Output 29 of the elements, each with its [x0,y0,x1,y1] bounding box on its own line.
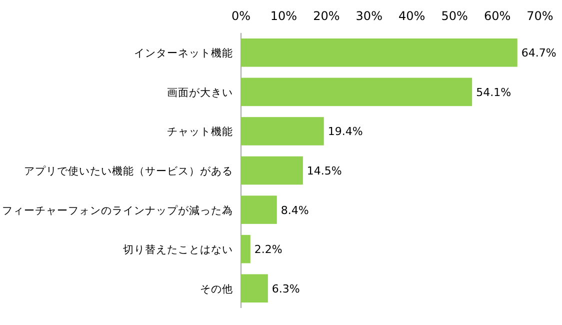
x-tick-label: 0% [231,9,251,23]
x-tick-label: 20% [313,9,340,23]
x-tick-label: 10% [270,9,298,23]
bar [241,117,324,146]
data-label: 8.4% [280,204,309,217]
bar [241,274,268,302]
data-label: 54.1% [476,86,512,99]
y-tick-label: その他 [200,283,233,296]
data-label: 14.5% [306,164,342,178]
y-tick-label: 画面が大きい [167,86,233,99]
data-label: 6.3% [272,282,300,296]
bar [241,78,472,106]
x-tick-label: 60% [484,9,511,23]
y-tick-label: インターネット機能 [134,46,233,60]
x-tick-label: 50% [441,9,468,23]
y-tick-label: フィーチャーフォンのラインナップが減った為 [2,204,233,217]
y-tick-label: 切り替えたことはない [123,243,233,256]
bar [241,38,518,67]
bar [241,156,303,185]
x-tick-label: 30% [356,9,382,23]
x-tick-label: 70% [526,9,554,23]
bar [241,234,250,264]
data-label: 2.2% [254,243,282,256]
bar [241,196,277,224]
data-label: 64.7% [521,46,556,60]
y-tick-label: チャット機能 [167,125,233,138]
x-tick-label: 40% [398,9,426,23]
data-label: 19.4% [328,125,363,138]
y-tick-label: アプリで使いたい機能（サービス）がある [24,164,233,178]
